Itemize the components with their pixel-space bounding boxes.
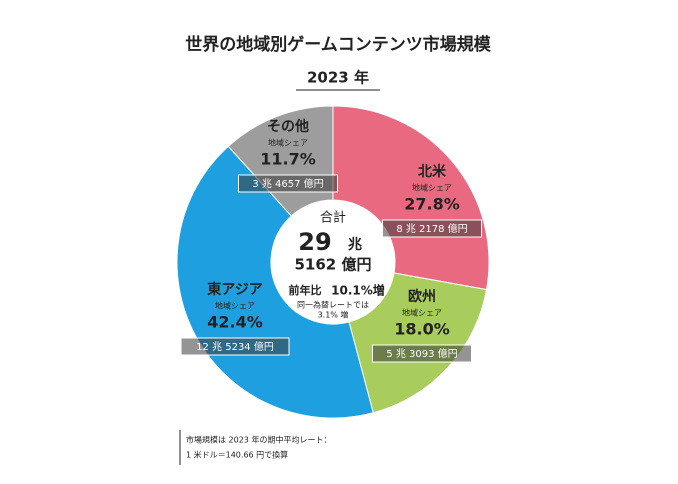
segment-name: 欧州 — [408, 288, 436, 305]
value-label: 18.0% — [394, 320, 450, 339]
center-unit: 兆 — [348, 237, 362, 253]
center-total: 29 — [298, 228, 331, 256]
yoy-label: 前年比 — [289, 283, 322, 297]
center-rest: 5162 億円 — [295, 256, 372, 274]
yoy-value: 10.1%増 — [331, 283, 385, 298]
share-label: 地域シェア — [412, 183, 452, 193]
amount-label: 3 兆 4657 億円 — [252, 177, 323, 190]
segment-name: その他 — [267, 118, 309, 135]
chart-subtitle: 2023 年 — [307, 69, 369, 87]
donut-segment — [332, 105, 490, 291]
value-label: 11.7% — [260, 150, 316, 169]
value-label: 42.4% — [207, 313, 263, 332]
amount-box — [180, 337, 290, 356]
value-label: 27.8% — [404, 195, 460, 214]
amount-box — [372, 344, 472, 363]
amount-label: 5 兆 3093 億円 — [386, 347, 457, 360]
amount-label: 12 兆 5234 億円 — [196, 340, 274, 353]
center-label: 合計 — [320, 210, 346, 226]
chart-title: 世界の地域別ゲームコンテンツ市場規模 — [185, 34, 491, 55]
amount-label: 8 兆 2178 億円 — [396, 222, 467, 235]
donut-segment — [348, 272, 488, 414]
share-label: 地域シェア — [215, 301, 255, 311]
share-label: 地域シェア — [402, 308, 442, 318]
footnote: 1 米ドル＝140.66 円で換算 — [186, 450, 288, 460]
share-label: 地域シェア — [268, 138, 308, 148]
center-note: 同一為替レートでは — [297, 300, 369, 310]
amount-box — [238, 174, 338, 193]
amount-box — [382, 219, 482, 238]
segment-name: 東アジア — [207, 281, 262, 298]
footnote: 市場規模は 2023 年の期中平均レート： — [186, 435, 331, 445]
center-note: 3.1% 増 — [318, 310, 349, 320]
segment-name: 北米 — [418, 163, 447, 180]
